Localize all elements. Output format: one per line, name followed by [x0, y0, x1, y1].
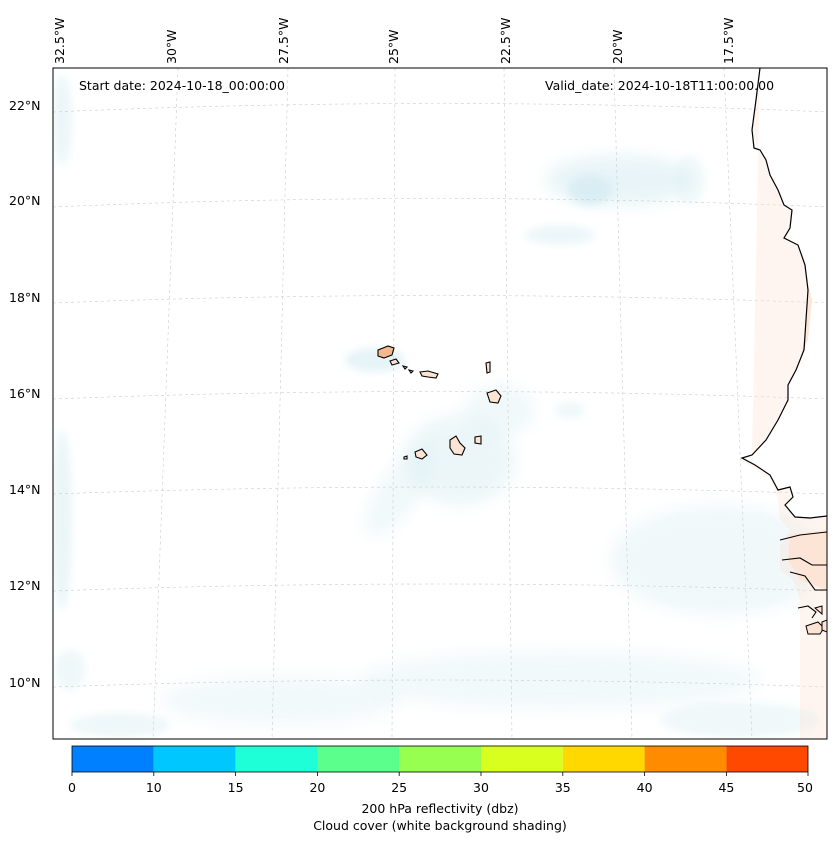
- colorbar-tick-label: 0: [68, 780, 76, 795]
- longitude-label: 32.5°W: [52, 17, 67, 64]
- colorbar-tick-label: 10: [145, 780, 162, 795]
- longitude-label: 30°W: [164, 29, 179, 64]
- latitude-label: 18°N: [9, 290, 41, 305]
- start-date-label: Start date: 2024-10-18_00:00:00: [79, 78, 285, 93]
- colorbar-segment: [399, 746, 481, 772]
- colorbar-tick-label: 40: [636, 780, 653, 795]
- colorbar-segment: [153, 746, 236, 772]
- colorbar-segment: [562, 746, 645, 772]
- colorbar-tick-label: 30: [473, 780, 489, 795]
- colorbar: [71, 745, 809, 776]
- colorbar-segment: [317, 746, 400, 772]
- longitude-label: 25°W: [386, 29, 401, 64]
- colorbar-tick-label: 20: [309, 780, 326, 795]
- longitude-label: 17.5°W: [721, 17, 736, 64]
- cape-verde-islands: [377, 345, 502, 460]
- map-frame: [52, 67, 828, 740]
- colorbar-outline: [71, 745, 809, 773]
- latitude-label: 20°N: [9, 193, 41, 208]
- colorbar-sublabel: Cloud cover (white background shading): [313, 818, 567, 833]
- longitude-label: 27.5°W: [276, 17, 291, 64]
- cloud-cover-shading: [53, 75, 827, 738]
- graticule: [53, 68, 827, 739]
- latitude-label: 22°N: [9, 98, 41, 113]
- colorbar-segment: [481, 746, 563, 772]
- longitude-label: 22.5°W: [498, 17, 513, 64]
- colorbar-segment: [235, 746, 318, 772]
- colorbar-tick-label: 15: [227, 780, 244, 795]
- latitude-label: 10°N: [9, 675, 41, 690]
- latitude-label: 16°N: [9, 386, 41, 401]
- colorbar-segment: [72, 746, 154, 772]
- colorbar-tick-label: 25: [391, 780, 408, 795]
- african-coastline: [740, 68, 827, 739]
- colorbar-tick-label: 35: [554, 780, 571, 795]
- colorbar-label: 200 hPa reflectivity (dbz): [361, 801, 519, 816]
- latitude-label: 14°N: [9, 482, 41, 497]
- colorbar-segment: [644, 746, 727, 772]
- latitude-label: 12°N: [9, 578, 41, 593]
- longitude-label: 20°W: [610, 29, 625, 64]
- colorbar-tick-label: 50: [797, 780, 813, 795]
- colorbar-segment: [726, 746, 808, 772]
- valid-date-label: Valid_date: 2024-10-18T11:00:00.00: [545, 78, 775, 93]
- colorbar-tick-label: 45: [718, 780, 735, 795]
